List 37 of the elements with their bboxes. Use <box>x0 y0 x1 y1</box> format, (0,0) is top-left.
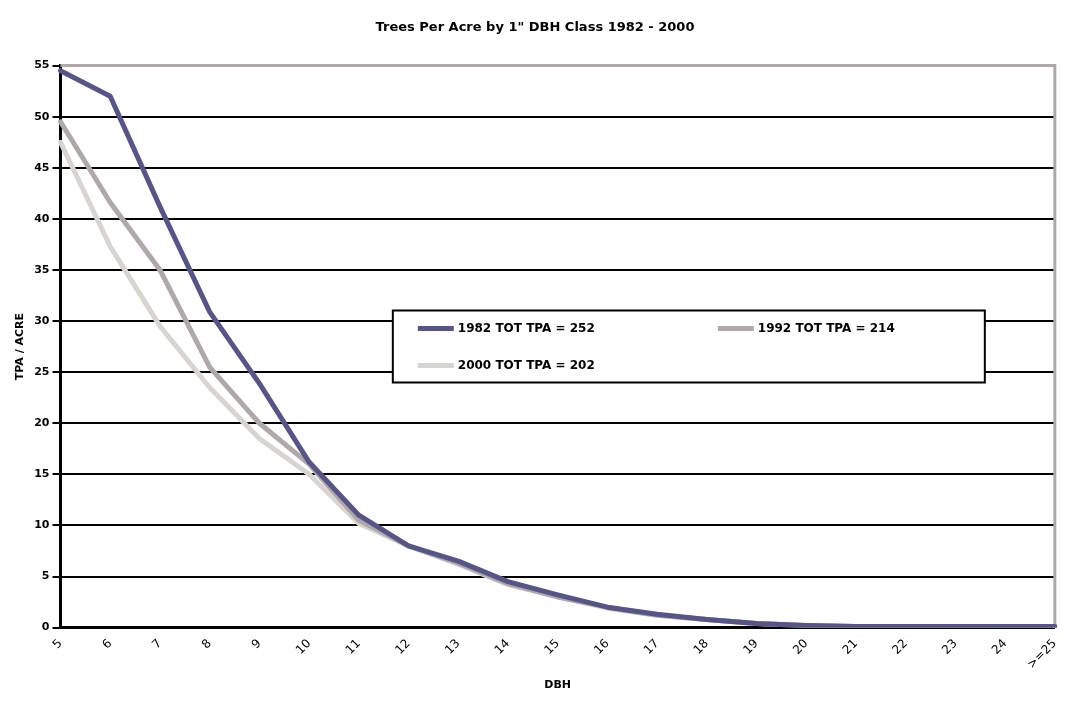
y-axis-title: TPA / ACRE <box>13 312 27 381</box>
x-tick-label: 12 <box>392 636 413 657</box>
x-tick-label: 24 <box>988 636 1010 657</box>
y-tick-label: 40 <box>34 211 50 225</box>
y-tick-label: 25 <box>34 365 50 379</box>
x-tick-label: 22 <box>889 636 910 657</box>
x-tick-label: 15 <box>541 636 562 657</box>
x-tick-label: 7 <box>148 636 165 652</box>
x-tick-label: 18 <box>690 636 712 657</box>
x-tick-label: 17 <box>640 636 662 657</box>
x-tick-label: 9 <box>248 636 264 652</box>
legend-label: 1992 TOT TPA = 214 <box>757 320 895 335</box>
x-tick-label: 13 <box>441 636 463 657</box>
y-tick-label: 20 <box>34 416 50 430</box>
x-tick-label: 23 <box>939 636 960 657</box>
y-tick-label: 45 <box>34 160 50 174</box>
x-tick-label: 16 <box>591 636 612 657</box>
y-tick-label: 30 <box>34 313 50 327</box>
y-tick-label: 0 <box>41 620 50 634</box>
x-tick-label: 8 <box>198 636 214 652</box>
y-tick-label: 55 <box>34 58 50 72</box>
y-tick-label: 35 <box>34 262 50 276</box>
legend-label: 2000 TOT TPA = 202 <box>457 357 595 372</box>
x-tick-label: 6 <box>99 636 115 652</box>
x-tick-label: 10 <box>292 636 314 657</box>
y-tick-label: 15 <box>34 467 50 481</box>
x-tick-label: 20 <box>789 636 811 657</box>
y-tick-label: 10 <box>34 518 50 532</box>
legend-label: 1982 TOT TPA = 252 <box>457 320 595 335</box>
x-tick-label: 19 <box>740 636 761 657</box>
y-tick-label: 5 <box>41 569 50 583</box>
chart-title: Trees Per Acre by 1" DBH Class 1982 - 2000 <box>375 19 695 35</box>
x-tick-label: 11 <box>342 636 364 657</box>
x-tick-label: 21 <box>839 636 861 657</box>
x-tick-label: 14 <box>491 636 513 657</box>
x-axis-title: DBH <box>544 678 572 692</box>
y-tick-label: 50 <box>34 109 50 123</box>
